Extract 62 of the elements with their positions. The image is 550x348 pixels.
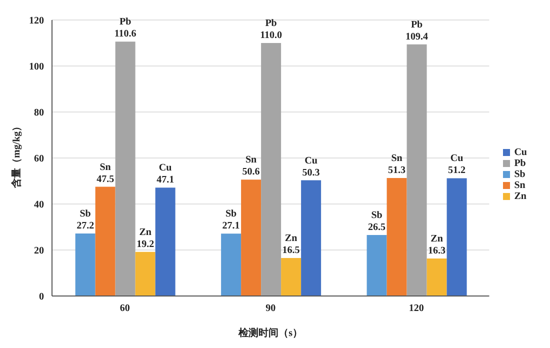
data-label: 109.4 (406, 31, 428, 42)
text: Zn (139, 226, 152, 238)
bar (261, 43, 282, 296)
text: Zn (430, 234, 443, 245)
text: Zn (284, 233, 298, 244)
bar (221, 234, 242, 296)
legend-label: Sn (514, 180, 526, 190)
data-label: 27.1 (222, 220, 240, 232)
text: Sn (245, 154, 257, 166)
text: Pb (119, 16, 132, 28)
text: Sb (371, 210, 382, 222)
y-tick-label: 60 (34, 154, 44, 165)
legend-label: Sb (514, 168, 526, 180)
legend-label: Pb (514, 158, 526, 168)
bar (155, 188, 176, 296)
y-tick-label: 0 (39, 292, 44, 303)
bar (135, 252, 156, 296)
data-label: 51.3 (388, 165, 406, 176)
bar (95, 186, 116, 296)
text: Sn (391, 153, 402, 164)
bar (241, 180, 262, 296)
x-tick-label: 60 (120, 303, 130, 314)
data-label: 47.5 (96, 174, 114, 185)
data-label: 26.5 (368, 222, 386, 234)
bar (426, 258, 447, 296)
bar (406, 44, 427, 296)
text: Cu (158, 162, 172, 174)
legend-label: Cu (514, 146, 527, 158)
bar (386, 178, 407, 296)
text: Sb (225, 208, 237, 220)
y-axis-title: 含量（mg/kg） (10, 121, 23, 189)
data-label: 110.6 (114, 28, 136, 40)
y-tick-label: 20 (34, 246, 44, 257)
y-tick-label: 40 (34, 200, 44, 211)
x-tick-label: 120 (408, 303, 424, 314)
text: Cu (304, 155, 318, 166)
data-label: 16.3 (428, 246, 446, 257)
bar (301, 180, 322, 296)
text: Sb (80, 208, 91, 220)
data-label: 50.3 (302, 167, 320, 178)
text: Sn (100, 162, 111, 173)
data-label: 47.1 (156, 174, 174, 186)
text: Cu (450, 153, 464, 164)
legend-label: Zn (514, 190, 526, 202)
bar (446, 178, 467, 296)
y-tick-label: 120 (29, 16, 44, 27)
y-tick-label: 80 (34, 108, 44, 119)
text: Pb (410, 19, 423, 30)
bar (115, 42, 136, 296)
data-label: 50.6 (242, 166, 260, 178)
y-tick-label: 100 (29, 62, 44, 73)
data-label: 16.5 (282, 245, 300, 256)
data-label: 19.2 (136, 238, 154, 250)
data-label: 110.0 (260, 30, 282, 41)
bar (75, 233, 96, 296)
text: Pb (265, 18, 277, 29)
data-label: 51.2 (448, 165, 466, 176)
x-axis-title: 检测时间（s） (238, 327, 303, 339)
data-label: 27.2 (76, 220, 94, 232)
bar (281, 258, 302, 296)
bar (366, 235, 387, 296)
x-tick-label: 90 (266, 303, 276, 314)
